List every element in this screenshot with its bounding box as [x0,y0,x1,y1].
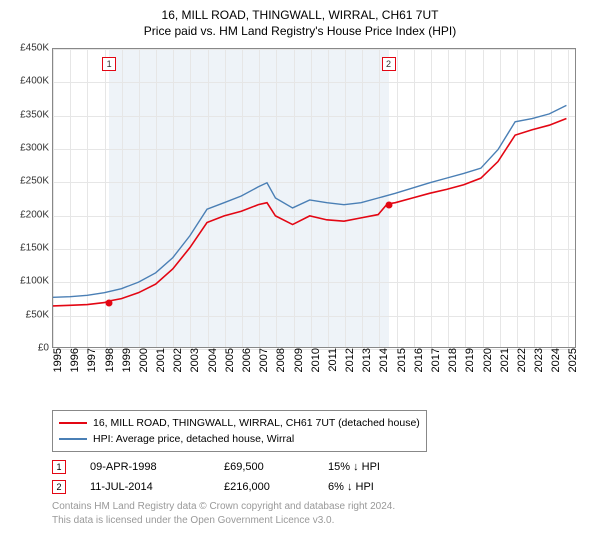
x-axis-label: 2015 [400,308,412,354]
sale-row: 2 11-JUL-2014 £216,000 6% ↓ HPI [52,480,590,494]
x-axis-label: 2011 [331,308,343,354]
sale-row: 1 09-APR-1998 £69,500 15% ↓ HPI [52,460,590,474]
x-axis-label: 1997 [90,308,102,354]
x-axis-label: 2014 [382,308,394,354]
sale-marker-dot [106,299,113,306]
sale-marker-box: 1 [102,57,116,71]
footnote-line-1: Contains HM Land Registry data © Crown c… [52,500,590,514]
y-axis-label: £300K [20,143,49,154]
y-axis-label: £50K [26,309,49,320]
x-axis-label: 2021 [503,308,515,354]
x-axis-label: 1998 [108,308,120,354]
chart-title: 16, MILL ROAD, THINGWALL, WIRRAL, CH61 7… [10,8,590,22]
x-axis-label: 1999 [125,308,137,354]
x-axis-label: 2005 [228,308,240,354]
x-axis-label: 2020 [486,308,498,354]
legend-item: HPI: Average price, detached house, Wirr… [59,431,420,447]
sale-date: 09-APR-1998 [90,461,200,473]
legend-swatch [59,422,87,424]
x-axis-label: 2025 [571,308,583,354]
sale-price: £216,000 [224,481,304,493]
legend-swatch [59,438,87,440]
sale-index-box: 1 [52,460,66,474]
x-axis-label: 2003 [193,308,205,354]
x-axis-label: 2019 [468,308,480,354]
x-axis-label: 1995 [56,308,68,354]
sale-price: £69,500 [224,461,304,473]
x-axis-label: 2002 [176,308,188,354]
y-axis-label: £350K [20,109,49,120]
y-axis-label: £200K [20,209,49,220]
x-axis-label: 2012 [348,308,360,354]
y-axis-label: £100K [20,276,49,287]
x-axis-label: 2010 [314,308,326,354]
y-axis-label: £0 [38,343,49,354]
x-axis-label: 2013 [365,308,377,354]
x-axis-label: 2007 [262,308,274,354]
legend: 16, MILL ROAD, THINGWALL, WIRRAL, CH61 7… [52,410,427,452]
y-axis-label: £250K [20,176,49,187]
chart-area: 12 £0£50K£100K£150K£200K£250K£300K£350K£… [10,44,585,404]
y-axis-label: £150K [20,243,49,254]
y-axis-label: £400K [20,76,49,87]
sale-index-box: 2 [52,480,66,494]
sale-marker-dot [385,202,392,209]
x-axis-label: 2004 [211,308,223,354]
x-axis-label: 2008 [279,308,291,354]
x-axis-label: 2006 [245,308,257,354]
sale-date: 11-JUL-2014 [90,481,200,493]
x-axis-label: 1996 [73,308,85,354]
x-axis-label: 2018 [451,308,463,354]
legend-label: HPI: Average price, detached house, Wirr… [93,433,294,445]
legend-label: 16, MILL ROAD, THINGWALL, WIRRAL, CH61 7… [93,417,420,429]
y-axis-label: £450K [20,43,49,54]
x-axis-label: 2017 [434,308,446,354]
x-axis-label: 2022 [520,308,532,354]
x-axis-label: 2001 [159,308,171,354]
footnote: Contains HM Land Registry data © Crown c… [52,500,590,527]
plot-region: 12 [52,48,576,348]
x-axis-label: 2009 [297,308,309,354]
x-axis-label: 2023 [537,308,549,354]
x-axis-label: 2024 [554,308,566,354]
footnote-line-2: This data is licensed under the Open Gov… [52,514,590,528]
chart-subtitle: Price paid vs. HM Land Registry's House … [10,24,590,38]
sale-marker-box: 2 [382,57,396,71]
sale-delta: 6% ↓ HPI [328,481,374,493]
x-axis-label: 2016 [417,308,429,354]
series-line [53,119,566,306]
legend-item: 16, MILL ROAD, THINGWALL, WIRRAL, CH61 7… [59,415,420,431]
x-axis-label: 2000 [142,308,154,354]
series-line [53,105,566,297]
sale-delta: 15% ↓ HPI [328,461,380,473]
